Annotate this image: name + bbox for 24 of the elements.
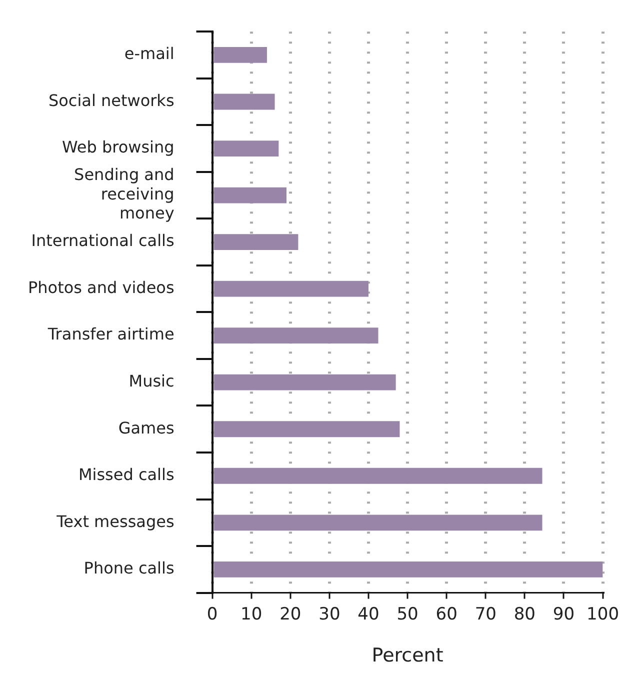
x-tick-label: 50 [396, 604, 418, 624]
x-tick-label: 90 [552, 604, 575, 624]
y-tick-label: Transfer airtime [46, 324, 174, 344]
x-tick-label: 60 [436, 604, 458, 624]
x-tick-label: 10 [240, 604, 262, 624]
y-tick-label: Photos and videos [28, 278, 174, 297]
y-tick-label: International calls [31, 231, 174, 250]
x-tick-label: 0 [206, 604, 218, 624]
x-tick-label: 100 [586, 604, 620, 624]
x-tick-label: 40 [358, 604, 380, 624]
x-tick-label: 70 [474, 604, 496, 624]
y-tick-label: Games [118, 418, 174, 438]
y-tick-label: Social networks [48, 90, 174, 110]
y-tick-label: e-mail [124, 44, 174, 64]
x-tick-label: 30 [318, 604, 340, 624]
x-tick-label: 80 [514, 604, 536, 624]
x-tick-label: 20 [280, 604, 302, 624]
y-tick-label: Web browsing [62, 138, 174, 157]
y-tick-label: Phone calls [84, 558, 174, 578]
y-tick-label: Music [128, 372, 174, 391]
y-tick-label: Text messages [56, 512, 174, 531]
x-axis-title: Percent [372, 644, 444, 667]
y-tick-label: Missed calls [78, 465, 174, 484]
y-tick-label: Sending and receiving money [74, 165, 174, 223]
